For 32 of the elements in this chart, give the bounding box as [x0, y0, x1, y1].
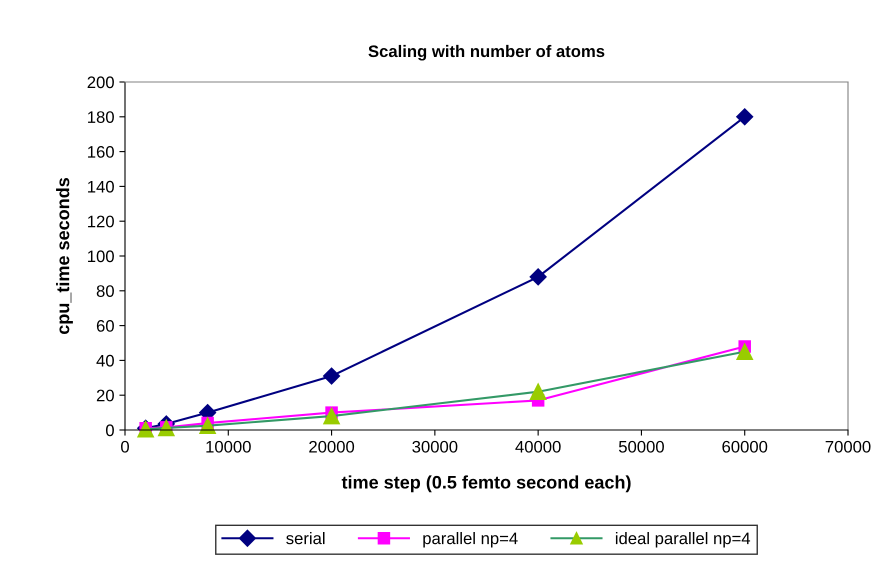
point	[323, 368, 340, 385]
y-tick-label: 60	[96, 320, 114, 332]
x-tick-label: 50000	[618, 440, 664, 453]
y-tick-label: 40	[96, 354, 114, 367]
x-tick-label: 40000	[515, 440, 561, 453]
legend-label: serial	[286, 532, 324, 544]
y-axis-title: cpu_time seconds	[56, 178, 73, 334]
chart-title: Scaling with number of atoms	[368, 44, 604, 61]
x-tick-label: 20000	[309, 440, 354, 453]
y-tick-label: 0	[106, 424, 114, 436]
y-tick-label: 120	[88, 216, 114, 228]
point	[530, 383, 546, 400]
point	[736, 108, 754, 126]
y-tick-label: 80	[96, 285, 114, 298]
y-tick-label: 20	[96, 390, 114, 402]
x-tick-label: 10000	[206, 440, 251, 453]
point	[530, 268, 547, 286]
x-axis-title: time step (0.5 femto second each)	[342, 475, 631, 492]
x-tick-label: 30000	[412, 440, 458, 453]
point	[199, 417, 216, 434]
x-tick-label: 70000	[826, 440, 871, 453]
y-tick-label: 140	[88, 180, 114, 193]
x-tick-label: 60000	[722, 440, 768, 453]
x-tick-label: 0	[121, 440, 129, 453]
point	[736, 343, 754, 360]
legend-label: ideal parallel np=4	[616, 532, 750, 548]
y-tick-label: 160	[88, 146, 114, 158]
y-tick-label: 180	[88, 111, 114, 124]
point	[323, 408, 340, 424]
y-tick-label: 100	[88, 250, 114, 262]
legend-label: parallel np=4	[423, 532, 518, 548]
y-tick-label: 200	[88, 76, 114, 88]
